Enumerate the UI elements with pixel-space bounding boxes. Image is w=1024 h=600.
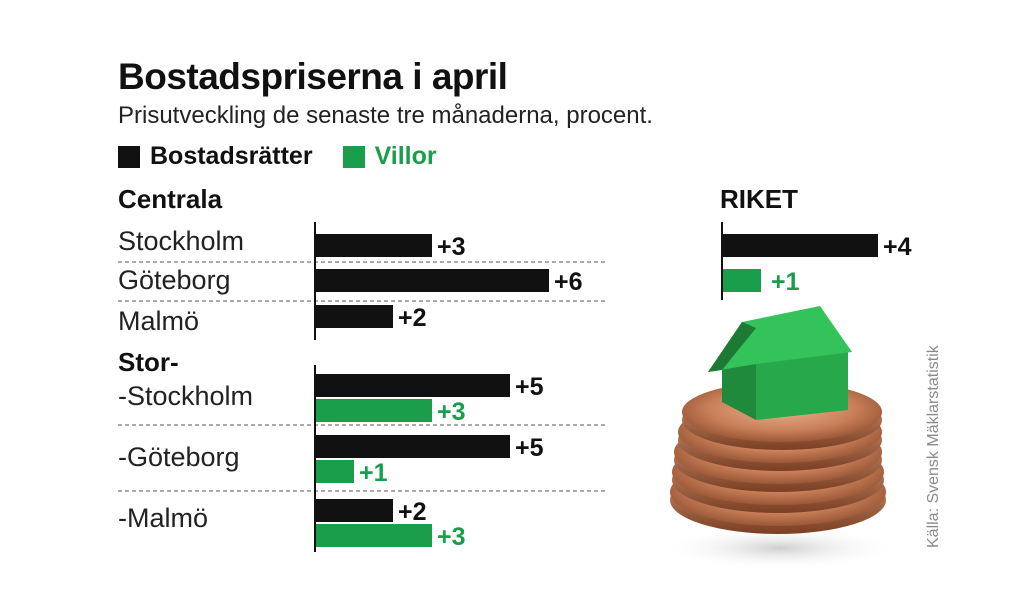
- row-label: Göteborg: [118, 265, 231, 295]
- bar: [315, 460, 354, 483]
- legend-swatch-bostadsratter: [118, 145, 140, 168]
- legend-swatch-villor: [342, 145, 365, 168]
- chart-title: Bostadspriserna i april: [118, 56, 508, 97]
- row-label: -Malmö: [118, 503, 208, 533]
- row-label: Stockholm: [118, 226, 244, 256]
- chart-subtitle: Prisutveckling de senaste tre månaderna,…: [118, 102, 653, 129]
- bar-value-label: +3: [437, 233, 466, 261]
- legend-item-bostadsratter: Bostadsrätter: [118, 142, 313, 171]
- bar: [315, 234, 432, 257]
- source-credit: Källa: Svensk Mäklarstatistik: [925, 345, 942, 548]
- riket-title: RIKET: [720, 184, 798, 214]
- row-label: Malmö: [118, 306, 199, 336]
- riket-bar: [722, 234, 878, 257]
- bar: [315, 524, 432, 547]
- bar: [315, 435, 510, 458]
- legend-label-bostadsratter: Bostadsrätter: [150, 142, 313, 170]
- bar-value-label: +5: [515, 373, 544, 401]
- riket-bar: [722, 269, 761, 292]
- bar: [315, 374, 510, 397]
- bar-value-label: +3: [437, 523, 466, 551]
- bar: [315, 305, 393, 328]
- green-house: [708, 306, 852, 420]
- bar-value-label: +5: [515, 434, 544, 462]
- bar-value-label: +3: [437, 398, 466, 426]
- legend-label-villor: Villor: [374, 142, 437, 170]
- bar-value-label: +2: [398, 498, 427, 526]
- group-title-0: Centrala: [118, 184, 223, 214]
- group-title-1: Stor-: [118, 347, 179, 377]
- bar: [315, 499, 393, 522]
- row-label: -Göteborg: [118, 442, 240, 472]
- bar-value-label: +6: [554, 268, 583, 296]
- coin-stack: [670, 382, 886, 534]
- bar: [315, 399, 432, 422]
- bar-value-label: +2: [398, 304, 427, 332]
- legend-item-villor: Villor: [342, 142, 437, 171]
- row-label: -Stockholm: [118, 381, 253, 411]
- bar-value-label: +1: [359, 459, 388, 487]
- riket-value-label: +4: [883, 233, 912, 261]
- riket-value-label: +1: [771, 268, 800, 296]
- bar: [315, 269, 549, 292]
- legend: Bostadsrätter Villor: [118, 142, 467, 171]
- house-on-coins-illustration: [660, 306, 900, 570]
